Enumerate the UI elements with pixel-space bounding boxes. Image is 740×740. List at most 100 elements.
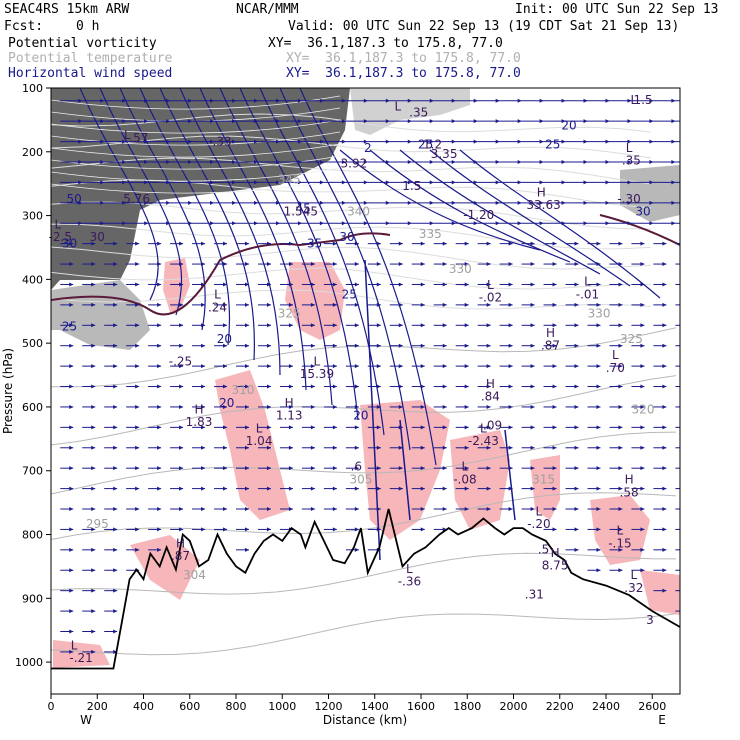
pv-label: L bbox=[314, 355, 321, 369]
wind-vector-head bbox=[310, 323, 315, 328]
wind-vector-head bbox=[144, 119, 149, 124]
wind-vector-head bbox=[385, 221, 390, 226]
wind-vector-head bbox=[78, 159, 83, 164]
pv-label: 33.63 bbox=[526, 198, 560, 212]
wind-vector-head bbox=[188, 159, 193, 164]
wind-vector-head bbox=[464, 302, 469, 307]
wind-vector-head bbox=[69, 425, 74, 430]
wind-vector-head bbox=[442, 486, 447, 491]
wind-vector-head bbox=[122, 139, 127, 144]
field-xy-pv: XY= 36.1,187.3 to 175.8, 77.0 bbox=[268, 36, 503, 51]
wind-vector-head bbox=[508, 404, 513, 409]
wind-vector-head bbox=[442, 262, 447, 267]
wind-vector-head bbox=[473, 180, 478, 185]
wind-vector-head bbox=[223, 343, 228, 348]
wind-speed-contour bbox=[219, 88, 333, 406]
wind-vector-head bbox=[201, 445, 206, 450]
wind-vector-head bbox=[530, 486, 535, 491]
wind-vector-head bbox=[113, 241, 118, 246]
wind-vector-head bbox=[640, 364, 645, 369]
wind-vector-head bbox=[91, 588, 96, 593]
y-tick-label: 300 bbox=[22, 210, 43, 223]
wind-vector-head bbox=[69, 364, 74, 369]
wind-vector-head bbox=[486, 404, 491, 409]
wind-vector-head bbox=[223, 445, 228, 450]
wind-vector-head bbox=[640, 384, 645, 389]
pv-label: L bbox=[617, 524, 624, 538]
wind-vector-head bbox=[398, 425, 403, 430]
wind-vector-head bbox=[693, 140, 697, 144]
wind-vector-head bbox=[605, 119, 610, 124]
wind-vector-head bbox=[135, 262, 140, 267]
wind-vector-head bbox=[561, 221, 566, 226]
wind-vector-head bbox=[420, 445, 425, 450]
wind-vector-head bbox=[561, 98, 566, 103]
pv-contour bbox=[51, 155, 341, 170]
wind-vector-head bbox=[266, 282, 271, 287]
wind-vector-head bbox=[618, 241, 623, 246]
wind-vector-head bbox=[552, 241, 557, 246]
theta-label: 325 bbox=[278, 307, 301, 321]
wind-vector-head bbox=[618, 466, 623, 471]
wind-vector-head bbox=[179, 527, 184, 532]
wind-speed-contour bbox=[119, 88, 206, 331]
wind-vector-head bbox=[442, 302, 447, 307]
wind-vector-head bbox=[144, 98, 149, 103]
theta-contour bbox=[51, 267, 652, 290]
pv-label: 1.545 bbox=[284, 205, 318, 219]
theta-label: 335 bbox=[419, 227, 442, 241]
wind-vector-head bbox=[179, 404, 184, 409]
wind-vector-head bbox=[266, 364, 271, 369]
wind-vector-head bbox=[69, 568, 74, 573]
wind-vector-head bbox=[495, 200, 500, 205]
wind-vector-head bbox=[297, 180, 302, 185]
wind-vector-head bbox=[166, 139, 171, 144]
theta-label: 304 bbox=[183, 568, 206, 582]
wind-vector-head bbox=[135, 364, 140, 369]
wind-speed-contour bbox=[459, 149, 661, 299]
wind-speed-contour bbox=[159, 88, 256, 361]
wind-vector-head bbox=[671, 221, 676, 226]
wind-vector-head bbox=[113, 425, 118, 430]
wind-vector-head bbox=[245, 486, 249, 491]
wind-vector-head bbox=[662, 282, 667, 287]
wind-vector-head bbox=[363, 159, 368, 164]
wind-vector-head bbox=[442, 445, 447, 450]
wind-vector-head bbox=[429, 221, 434, 226]
wind-vector-head bbox=[179, 343, 184, 348]
wind-vector-head bbox=[442, 466, 447, 471]
wind-vector-head bbox=[266, 425, 271, 430]
pv-label: L bbox=[626, 141, 633, 155]
x-tick-label: 2600 bbox=[638, 700, 666, 713]
wind-vector-head bbox=[135, 343, 140, 348]
pv-label: 1.5 bbox=[633, 93, 652, 107]
x-tick-label: 1600 bbox=[407, 700, 435, 713]
wind-vector-head bbox=[91, 649, 96, 654]
wind-vector-head bbox=[201, 282, 206, 287]
theta-label: 330 bbox=[449, 262, 472, 276]
wind-vector-head bbox=[91, 568, 96, 573]
wind-speed-label: 25 bbox=[62, 319, 77, 333]
wind-vector-head bbox=[332, 486, 337, 491]
wind-vector-head bbox=[363, 200, 368, 205]
wind-vector-head bbox=[420, 302, 425, 307]
wind-speed-label: 20 bbox=[561, 119, 576, 133]
wind-vector-head bbox=[266, 486, 271, 491]
wind-vector-head bbox=[398, 486, 403, 491]
wind-vector-head bbox=[69, 323, 74, 328]
wind-vector-head bbox=[91, 404, 96, 409]
wind-vector-head bbox=[69, 343, 74, 348]
wind-vector-head bbox=[113, 609, 118, 614]
wind-vector-head bbox=[539, 159, 544, 164]
wind-vector-head bbox=[376, 445, 381, 450]
wind-vector-head bbox=[288, 343, 293, 348]
wind-vector-head bbox=[319, 139, 324, 144]
org-label: NCAR/MMM bbox=[236, 2, 299, 17]
pink-shading-5 bbox=[450, 430, 510, 530]
wind-vector-head bbox=[376, 343, 381, 348]
wind-vector-head bbox=[69, 241, 74, 246]
wind-vector-head bbox=[671, 119, 676, 124]
wind-vector-head bbox=[442, 384, 447, 389]
wind-vector-head bbox=[275, 98, 280, 103]
wind-vector-head bbox=[473, 159, 478, 164]
